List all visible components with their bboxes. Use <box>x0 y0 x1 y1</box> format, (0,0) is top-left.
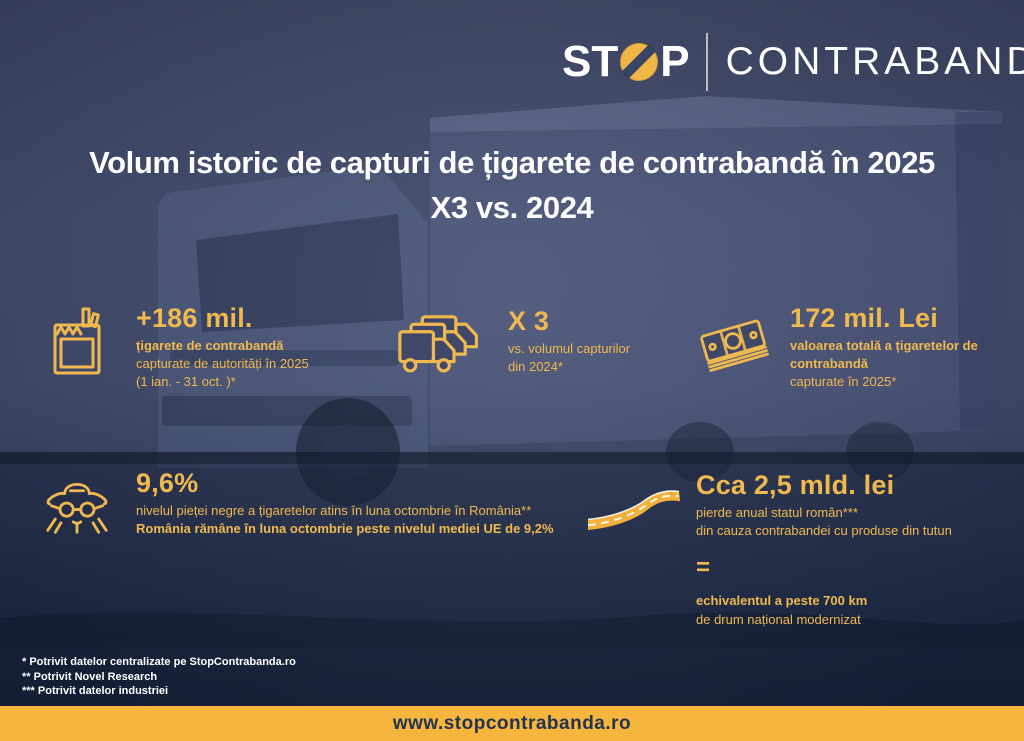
title-line2: X3 vs. 2024 <box>430 189 594 225</box>
title-line1: Volum istoric de capturi de țigarete de … <box>89 145 935 180</box>
stat-state-loss-line1: pierde anual statul român*** <box>696 505 858 521</box>
stat-state-loss-line2: din cauza contrabandei cu produse din tu… <box>696 523 952 539</box>
stat-state-loss-value: Cca 2,5 mld. lei <box>696 470 895 500</box>
stat-captured-line1: țigarete de contrabandă <box>136 338 284 354</box>
stat-multiplier-value: X 3 <box>508 306 550 336</box>
footnotes: * Potrivit datelor centralizate pe StopC… <box>22 655 296 699</box>
logo-divider <box>705 33 708 91</box>
stat-state-loss-line4: de drum național modernizat <box>696 611 861 627</box>
banknotes-icon <box>696 307 770 380</box>
logo-stop-p: P <box>660 37 690 86</box>
stat-captured-line3: (1 ian. - 31 oct. )* <box>136 374 236 390</box>
footer-bar: www.stopcontrabanda.ro <box>0 706 1024 741</box>
road-icon <box>587 478 680 539</box>
stat-multiplier: X 3 vs. volumul capturilor din 2024* <box>398 306 698 379</box>
website-url-link[interactable]: www.stopcontrabanda.ro <box>392 712 632 734</box>
equals-sign: = <box>696 554 711 582</box>
logo-brand-word: CONTRABANDA <box>725 40 1024 83</box>
stat-total-value-value: 172 mil. Lei <box>790 303 938 333</box>
stat-state-loss-line3: echivalentul a peste 700 km <box>696 593 868 609</box>
footnote-3: *** Potrivit datelor industriei <box>22 685 169 697</box>
trucks-icon <box>398 310 482 379</box>
stat-captured-cigarettes: +186 mil. țigarete de contrabandă captur… <box>48 303 376 392</box>
stat-black-market-line1: nivelul pieței negre a țigaretelor atins… <box>136 503 532 519</box>
stat-multiplier-line2: din 2024* <box>508 359 563 375</box>
stat-total-value-line1: valoarea totală a țigaretelor de contrab… <box>790 338 978 372</box>
smuggler-icon <box>44 470 110 541</box>
stat-total-value: 172 mil. Lei valoarea totală a țigaretel… <box>696 303 1024 392</box>
page-title: Volum istoric de capturi de țigarete de … <box>0 141 1024 231</box>
cigarette-pack-icon <box>48 305 108 382</box>
stat-captured-line2: capturate de autorități în 2025 <box>136 356 309 372</box>
stat-black-market-line2: România rămâne în luna octombrie peste n… <box>136 521 554 537</box>
stat-multiplier-line1: vs. volumul capturilor <box>508 341 631 357</box>
stat-state-loss: Cca 2,5 mld. lei pierde anual statul rom… <box>587 470 996 629</box>
footnote-2: ** Potrivit Novel Research <box>22 670 158 683</box>
stat-black-market: 9,6% nivelul pieței negre a țigaretelor … <box>44 468 676 541</box>
logo-stop-st: ST <box>562 37 619 86</box>
stop-coin-icon <box>620 43 659 81</box>
stat-total-value-line2: capturate în 2025* <box>790 374 897 390</box>
stop-contrabanda-logo: ST P CONTRABANDA <box>562 30 1024 94</box>
footnote-1: * Potrivit datelor centralizate pe StopC… <box>22 656 296 668</box>
stat-captured-value: +186 mil. <box>136 303 253 333</box>
stat-black-market-value: 9,6% <box>136 468 199 498</box>
logo-stop-word: ST P <box>562 37 690 87</box>
